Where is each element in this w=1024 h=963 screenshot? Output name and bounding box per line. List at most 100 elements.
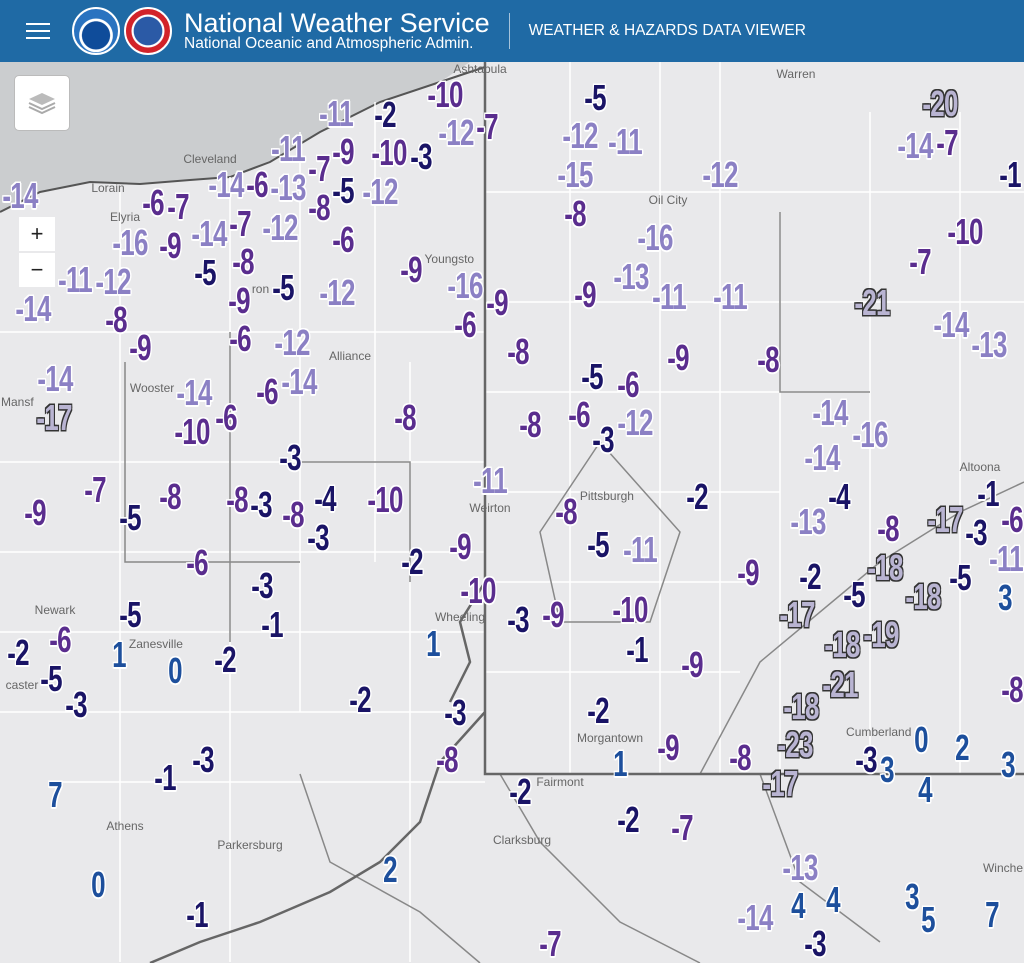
temperature-label[interactable]: -2 bbox=[349, 679, 371, 720]
temperature-label[interactable]: -14 bbox=[191, 212, 228, 254]
temperature-label[interactable]: -8 bbox=[308, 187, 331, 228]
temperature-label[interactable]: -7 bbox=[935, 122, 958, 163]
temperature-label[interactable]: -2 bbox=[617, 799, 639, 840]
temperature-label[interactable]: -9 bbox=[24, 492, 46, 533]
temperature-label[interactable]: -8 bbox=[555, 491, 577, 532]
temperature-label[interactable]: -3 bbox=[409, 136, 432, 177]
temperature-label[interactable]: -17 bbox=[927, 499, 963, 540]
zoom-out-button[interactable]: − bbox=[19, 253, 55, 287]
temperature-label[interactable]: -9 bbox=[331, 131, 354, 173]
temperature-label[interactable]: -8 bbox=[507, 331, 529, 372]
temperature-label[interactable]: -3 bbox=[507, 599, 529, 640]
temperature-label[interactable]: -6 bbox=[214, 397, 237, 438]
temperature-label[interactable]: 3 bbox=[904, 876, 919, 917]
temperature-label[interactable]: -12 bbox=[262, 207, 298, 248]
temperature-label[interactable]: -1 bbox=[261, 603, 283, 645]
temperature-label[interactable]: -16 bbox=[112, 222, 148, 263]
temperature-label[interactable]: -6 bbox=[142, 182, 164, 223]
temperature-label[interactable]: -9 bbox=[485, 282, 508, 323]
temperature-label[interactable]: -23 bbox=[777, 723, 813, 765]
temperature-label[interactable]: -10 bbox=[174, 411, 210, 452]
temperature-label[interactable]: -8 bbox=[159, 476, 181, 517]
temperature-label[interactable]: -3 bbox=[965, 511, 987, 553]
temperature-label[interactable]: -16 bbox=[852, 414, 888, 455]
temperature-label[interactable]: -14 bbox=[897, 125, 934, 166]
temperature-label[interactable]: -10 bbox=[371, 132, 408, 174]
temperature-label[interactable]: -11 bbox=[651, 276, 687, 317]
temperature-label[interactable]: 0 bbox=[91, 864, 105, 905]
temperature-label[interactable]: -9 bbox=[449, 526, 471, 567]
hamburger-menu-icon[interactable] bbox=[26, 18, 50, 44]
temperature-label[interactable]: 3 bbox=[879, 749, 894, 790]
temperature-label[interactable]: -9 bbox=[574, 274, 596, 315]
temperature-label[interactable]: -5 bbox=[119, 594, 141, 635]
temperature-label[interactable]: 2 bbox=[955, 727, 969, 768]
temperature-label[interactable]: -10 bbox=[367, 479, 403, 520]
temperature-label[interactable]: -8 bbox=[436, 739, 458, 780]
temperature-label[interactable]: -2 bbox=[401, 541, 423, 582]
temperature-label[interactable]: -11 bbox=[713, 276, 748, 317]
temperature-label[interactable]: -13 bbox=[270, 167, 306, 208]
temperature-label[interactable]: -6 bbox=[567, 394, 590, 435]
temperature-label[interactable]: -7 bbox=[166, 185, 189, 227]
temperature-label[interactable]: -2 bbox=[799, 556, 821, 597]
temperature-label[interactable]: -5 bbox=[949, 557, 971, 598]
temperature-label[interactable]: -9 bbox=[129, 327, 152, 368]
temperature-label[interactable]: -11 bbox=[58, 259, 93, 300]
temperature-label[interactable]: -5 bbox=[40, 657, 62, 699]
temperature-label[interactable]: -8 bbox=[877, 508, 899, 549]
temperature-label[interactable]: -5 bbox=[332, 170, 355, 212]
temperature-label[interactable]: -16 bbox=[447, 265, 484, 307]
temperature-label[interactable]: -11 bbox=[608, 121, 643, 162]
agency-title[interactable]: National Weather Service National Oceani… bbox=[184, 10, 490, 52]
temperature-label[interactable]: 4 bbox=[826, 879, 840, 920]
temperature-label[interactable]: -8 bbox=[564, 192, 586, 234]
temperature-label[interactable]: -3 bbox=[804, 923, 826, 963]
temperature-label[interactable]: -12 bbox=[702, 154, 738, 195]
temperature-label[interactable]: 2 bbox=[383, 849, 397, 890]
temperature-label[interactable]: -7 bbox=[476, 106, 499, 147]
temperature-label[interactable]: -14 bbox=[281, 361, 317, 402]
temperature-label[interactable]: -11 bbox=[318, 92, 354, 134]
temperature-label[interactable]: -14 bbox=[804, 437, 840, 478]
temperature-label[interactable]: -9 bbox=[667, 337, 689, 378]
temperature-label[interactable]: -14 bbox=[812, 392, 848, 433]
temperature-label[interactable]: -12 bbox=[274, 322, 310, 363]
temperature-label[interactable]: -14 bbox=[15, 287, 51, 329]
temperature-label[interactable]: -14 bbox=[208, 163, 244, 205]
temperature-label[interactable]: -1 bbox=[186, 894, 208, 935]
temperature-label[interactable]: -20 bbox=[922, 83, 958, 124]
temperature-label[interactable]: -18 bbox=[866, 547, 903, 588]
temperature-label[interactable]: -11 bbox=[623, 529, 658, 570]
map-canvas[interactable]: Ashtabula Warren Cleveland Lorain Elyria Oil … bbox=[0, 62, 1024, 963]
temperature-label[interactable]: 0 bbox=[914, 719, 929, 760]
temperature-label[interactable]: -6 bbox=[256, 371, 279, 412]
temperature-label[interactable]: -6 bbox=[332, 219, 355, 260]
temperature-label[interactable]: -18 bbox=[783, 685, 820, 727]
temperature-label[interactable]: -13 bbox=[782, 846, 818, 888]
temperature-label[interactable]: -9 bbox=[657, 727, 679, 768]
noaa-logo[interactable] bbox=[72, 7, 120, 55]
temperature-label[interactable]: 1 bbox=[112, 634, 126, 675]
temperature-label[interactable]: -3 bbox=[279, 437, 301, 478]
temperature-label[interactable]: -11 bbox=[271, 128, 306, 169]
temperature-label[interactable]: -6 bbox=[454, 303, 476, 345]
temperature-label[interactable]: -7 bbox=[539, 923, 561, 963]
temperature-label[interactable]: -12 bbox=[94, 261, 131, 302]
temperature-label[interactable]: -8 bbox=[757, 339, 779, 380]
temperature-label[interactable]: -6 bbox=[186, 542, 208, 583]
temperature-label[interactable]: 3 bbox=[998, 576, 1012, 618]
temperature-label[interactable]: -7 bbox=[84, 469, 106, 510]
temperature-label[interactable]: -10 bbox=[427, 74, 463, 116]
temperature-label[interactable]: 7 bbox=[985, 894, 999, 935]
temperature-label[interactable]: -18 bbox=[905, 576, 941, 617]
temperature-label[interactable]: -5 bbox=[587, 524, 609, 565]
temperature-label[interactable]: -12 bbox=[562, 115, 598, 157]
temperature-label[interactable]: -8 bbox=[282, 494, 304, 535]
temperature-label[interactable]: -14 bbox=[737, 897, 773, 938]
temperature-label[interactable]: -6 bbox=[229, 317, 251, 359]
temperature-label[interactable]: -5 bbox=[194, 251, 216, 293]
temperature-label[interactable]: -1 bbox=[977, 473, 999, 515]
temperature-label[interactable]: -8 bbox=[232, 241, 254, 283]
temperature-label[interactable]: -10 bbox=[947, 211, 983, 252]
